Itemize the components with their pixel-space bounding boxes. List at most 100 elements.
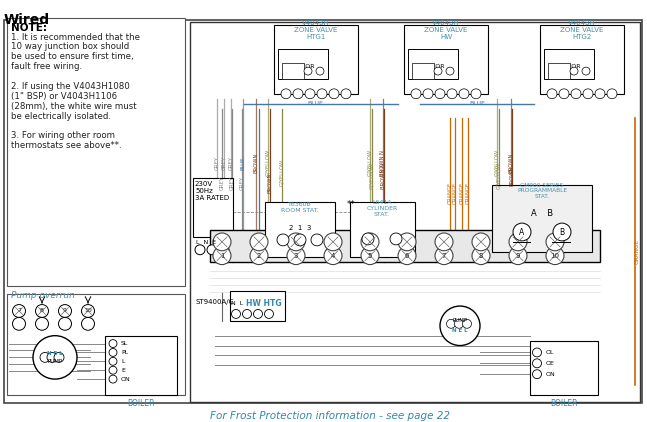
Text: 9: 9 (63, 308, 67, 314)
Text: 10: 10 (84, 308, 92, 314)
Bar (193, 178, 233, 237)
Text: 7: 7 (17, 308, 21, 314)
Text: ON: ON (546, 372, 556, 377)
Text: OE: OE (546, 361, 555, 366)
Bar (274, 24, 358, 94)
Circle shape (287, 247, 305, 265)
Text: BOILER: BOILER (550, 399, 578, 408)
Text: MOTOR: MOTOR (557, 64, 581, 69)
Circle shape (559, 89, 569, 99)
Text: BOILER: BOILER (127, 399, 155, 408)
Text: thermostats see above**.: thermostats see above**. (11, 141, 122, 150)
Circle shape (607, 89, 617, 99)
Bar (540, 24, 624, 94)
Circle shape (361, 233, 379, 251)
Circle shape (277, 234, 289, 246)
Circle shape (361, 247, 379, 265)
Circle shape (109, 366, 117, 374)
Text: G/YELLOW: G/YELLOW (496, 162, 501, 189)
Text: V4043H
ZONE VALVE
HTG2: V4043H ZONE VALVE HTG2 (560, 20, 604, 40)
Circle shape (472, 247, 490, 265)
Text: (28mm), the white wire must: (28mm), the white wire must (11, 102, 137, 111)
Circle shape (472, 233, 490, 251)
Text: 230V
50Hz
3A RATED: 230V 50Hz 3A RATED (195, 181, 229, 201)
Text: MOTOR: MOTOR (291, 64, 314, 69)
Bar (548, 63, 570, 79)
Text: PUMP: PUMP (452, 318, 468, 323)
Circle shape (454, 319, 463, 328)
Text: G/YELLOW: G/YELLOW (494, 149, 499, 176)
Text: NOTE:: NOTE: (11, 23, 47, 33)
Circle shape (294, 234, 306, 246)
Circle shape (12, 317, 25, 330)
Circle shape (362, 233, 374, 245)
Circle shape (471, 89, 481, 99)
Circle shape (411, 89, 421, 99)
Text: N E L: N E L (452, 328, 468, 333)
Text: 10: 10 (551, 253, 560, 259)
Circle shape (232, 309, 241, 318)
Text: ORANGE: ORANGE (635, 239, 639, 265)
Bar (350, 203, 415, 257)
Bar (105, 335, 177, 395)
Text: ST9400A/C: ST9400A/C (196, 299, 234, 305)
Text: 1. It is recommended that the: 1. It is recommended that the (11, 32, 140, 42)
Circle shape (513, 223, 531, 241)
Circle shape (509, 233, 527, 251)
Circle shape (459, 89, 469, 99)
Bar (412, 63, 434, 79)
Text: 9: 9 (516, 253, 520, 259)
Circle shape (546, 247, 564, 265)
Circle shape (254, 309, 263, 318)
Text: ON: ON (121, 376, 131, 381)
Circle shape (219, 245, 229, 255)
Text: N E L: N E L (47, 351, 63, 356)
Text: ORANGE: ORANGE (452, 181, 457, 203)
Text: For Frost Protection information - see page 22: For Frost Protection information - see p… (210, 411, 450, 421)
Text: GREY: GREY (215, 156, 219, 170)
Text: V4043H
ZONE VALVE
HTG1: V4043H ZONE VALVE HTG1 (294, 20, 338, 40)
Circle shape (390, 233, 402, 245)
Text: OL: OL (546, 350, 554, 355)
Text: HW HTG: HW HTG (246, 299, 281, 308)
Circle shape (398, 247, 416, 265)
Text: 8: 8 (479, 253, 483, 259)
Circle shape (316, 67, 324, 75)
Text: Pump overrun: Pump overrun (11, 291, 75, 300)
Text: 2: 2 (257, 253, 261, 259)
Text: A: A (520, 227, 525, 236)
Text: PL: PL (121, 350, 128, 355)
Bar (492, 184, 592, 252)
Circle shape (571, 89, 581, 99)
Text: BROWN N: BROWN N (380, 150, 386, 176)
Circle shape (33, 335, 77, 379)
Text: 2. If using the V4043H1080: 2. If using the V4043H1080 (11, 82, 130, 91)
Circle shape (36, 305, 49, 317)
Circle shape (207, 245, 217, 255)
Text: 3: 3 (294, 253, 298, 259)
Text: G/YELLOW: G/YELLOW (265, 149, 270, 176)
Text: ORANGE: ORANGE (448, 181, 452, 203)
Circle shape (40, 352, 50, 362)
Circle shape (195, 245, 205, 255)
Circle shape (423, 89, 433, 99)
Text: ORANGE: ORANGE (465, 181, 470, 203)
Bar (530, 341, 598, 395)
Circle shape (250, 233, 268, 251)
Text: BLUE: BLUE (307, 101, 323, 106)
Text: 5: 5 (367, 253, 372, 259)
Circle shape (213, 233, 231, 251)
Text: CM900 SERIES
PROGRAMMABLE
STAT.: CM900 SERIES PROGRAMMABLE STAT. (517, 183, 567, 199)
Circle shape (58, 305, 72, 317)
Text: SL: SL (121, 341, 128, 346)
Text: GREY: GREY (221, 156, 226, 170)
Circle shape (36, 317, 49, 330)
Bar (190, 22, 640, 402)
Text: BROWN: BROWN (254, 153, 259, 173)
Text: 8: 8 (40, 308, 44, 314)
Text: BROWN: BROWN (509, 153, 514, 173)
Circle shape (435, 247, 453, 265)
Circle shape (317, 89, 327, 99)
Text: 3. For wiring other room: 3. For wiring other room (11, 131, 115, 140)
Text: 7: 7 (442, 253, 446, 259)
